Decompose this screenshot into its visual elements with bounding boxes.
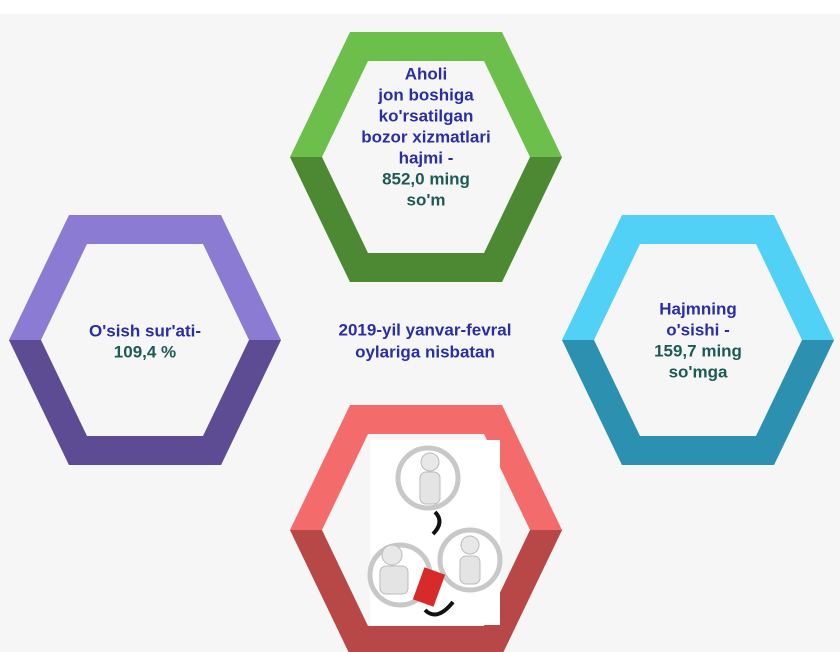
labels: Aholi jon boshiga ko'rsatilgan bozor xizmat… bbox=[89, 64, 742, 381]
hexagon-inner bbox=[322, 61, 530, 253]
value-line: 109,4 % bbox=[114, 342, 176, 361]
heading-line: o'sishi - bbox=[666, 320, 730, 339]
heading-line: Aholi bbox=[405, 64, 448, 83]
hexagon-inner bbox=[594, 244, 802, 436]
value-line: 159,7 ming bbox=[654, 341, 742, 360]
heading-line: O'sish sur'ati- bbox=[89, 321, 201, 340]
heading-line: bozor xizmatlari bbox=[361, 127, 490, 146]
center-text: oylariga nisbatan bbox=[355, 342, 495, 361]
center-text: 2019-yil yanvar-fevral bbox=[339, 320, 512, 339]
heading-line: hajmi - bbox=[399, 148, 454, 167]
value-line: 852,0 ming bbox=[382, 169, 470, 188]
people-illustration bbox=[367, 440, 503, 625]
heading-line: ko'rsatilgan bbox=[379, 106, 474, 125]
heading-line: jon boshiga bbox=[377, 85, 474, 104]
value-line: so'mga bbox=[669, 362, 728, 381]
hexagon-inner bbox=[41, 244, 249, 436]
heading-line: Hajmning bbox=[659, 299, 736, 318]
value-line: so'm bbox=[407, 190, 446, 209]
